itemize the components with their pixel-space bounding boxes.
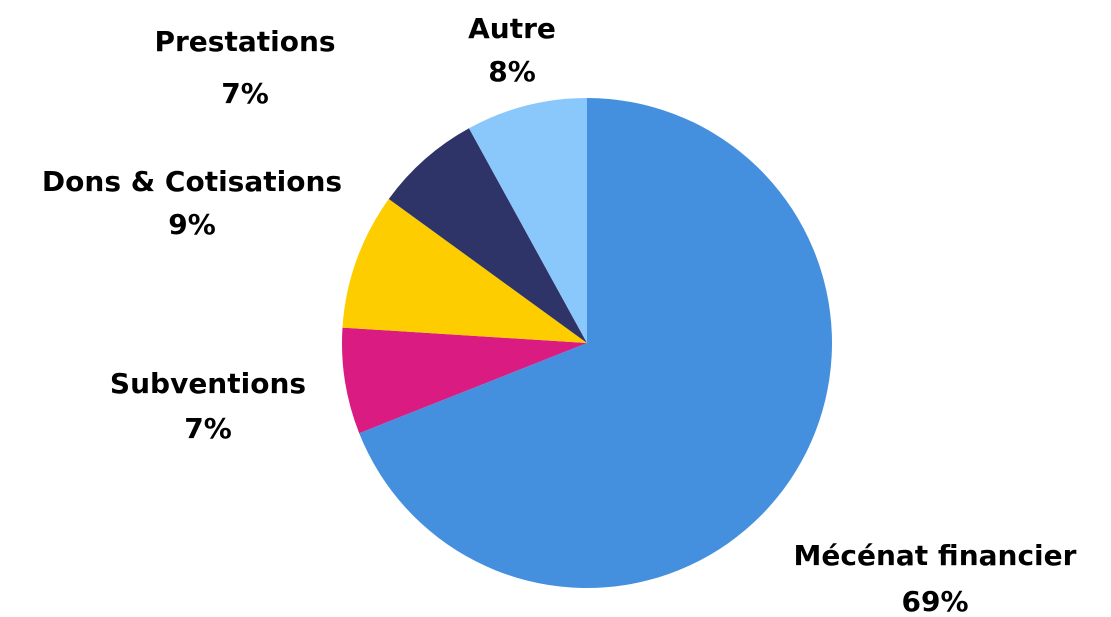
pie-slice: [342, 327, 587, 434]
value-label: 7%: [184, 412, 232, 445]
value-label: 69%: [901, 585, 968, 617]
slice-label: Mécénat financier: [794, 539, 1077, 572]
slice-label: Prestations: [154, 25, 335, 58]
value-label: 7%: [221, 77, 269, 110]
slice-label: Subventions: [110, 367, 306, 400]
value-label: 9%: [168, 208, 216, 241]
slice-label: Autre: [468, 12, 556, 45]
pie-slice: [359, 98, 832, 588]
value-label: 8%: [488, 55, 536, 88]
pie-slice: [342, 198, 587, 343]
pie-slice: [388, 128, 587, 343]
pie-slice: [468, 98, 587, 343]
slice-label: Dons & Cotisations: [42, 165, 342, 198]
